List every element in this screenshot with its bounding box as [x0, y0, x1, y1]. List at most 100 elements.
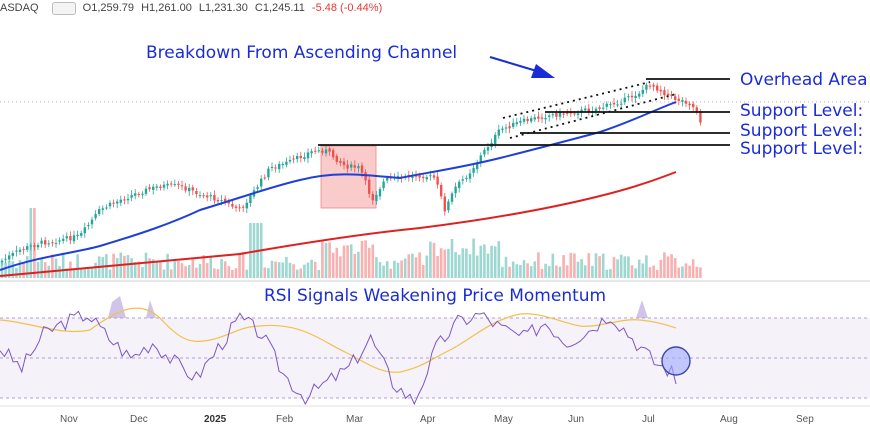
candle-body: [80, 233, 83, 236]
volume-bar: [648, 267, 652, 278]
volume-bar: [108, 269, 112, 278]
volume-bar: [583, 265, 587, 278]
candle-body: [303, 157, 306, 159]
candle-body: [623, 97, 626, 103]
candle-body: [148, 187, 151, 190]
header-toggle-icon[interactable]: [51, 2, 76, 15]
candle-body: [112, 202, 115, 204]
volume-bar: [72, 269, 76, 278]
volume-bar: [378, 262, 382, 278]
candle-body: [396, 176, 400, 178]
candle-body: [684, 100, 688, 104]
volume-bar: [663, 252, 666, 278]
rsi-line: [0, 310, 677, 406]
candle-body: [638, 93, 641, 97]
volume-bar: [619, 254, 623, 278]
candle-body: [360, 165, 364, 173]
volume-bar: [313, 261, 317, 278]
candle-body: [504, 127, 508, 129]
candle-body: [195, 191, 198, 195]
candle-body: [15, 250, 18, 252]
candle-body: [62, 238, 65, 241]
time-axis-label: May: [494, 414, 513, 425]
candle-body: [512, 122, 515, 127]
volume-bar: [609, 269, 612, 278]
volume-bar: [414, 257, 418, 278]
volume-bar: [29, 208, 33, 278]
candle-body: [422, 176, 425, 179]
volume-bar: [162, 269, 166, 278]
candle-body: [278, 163, 281, 170]
volume-bar: [339, 256, 342, 278]
candle-body: [627, 96, 630, 98]
volume-bar: [411, 253, 414, 278]
volume-bar: [274, 261, 277, 278]
volume-bar: [591, 265, 594, 278]
candle-body: [576, 113, 580, 115]
channel-lower-line: [509, 93, 677, 139]
candle-body: [227, 202, 230, 204]
volume-bar: [270, 260, 274, 278]
volume-bar: [292, 264, 295, 278]
volume-bar: [576, 261, 580, 278]
volume-bar: [180, 263, 184, 278]
candle-body: [263, 177, 266, 179]
candle-body: [162, 184, 166, 188]
candle-body: [454, 186, 457, 194]
volume-bar: [54, 258, 58, 278]
volume-bar: [637, 259, 641, 278]
volume-bar: [7, 261, 11, 278]
candle-body: [260, 178, 263, 187]
volume-bar: [299, 268, 303, 278]
candle-body: [33, 245, 36, 247]
time-axis-label: Apr: [420, 414, 436, 425]
candle-body: [663, 90, 666, 96]
open-value: O1,259.79: [82, 2, 135, 15]
volume-bar: [573, 253, 576, 278]
candle-body: [328, 148, 331, 152]
candle-body: [90, 219, 94, 225]
volume-bar: [223, 261, 227, 278]
volume-bar: [137, 261, 141, 278]
volume-bar: [540, 268, 544, 278]
candle-body: [551, 114, 554, 116]
support-level-label-3: Support Level:: [740, 139, 864, 159]
candle-body: [94, 214, 97, 219]
volume-bar: [205, 263, 209, 278]
candle-body: [198, 195, 202, 197]
volume-bar: [22, 261, 25, 278]
volume-bar: [133, 262, 137, 278]
candle-body: [515, 122, 518, 125]
candle-body: [443, 196, 446, 212]
candle-body: [101, 208, 104, 210]
volume-bar: [425, 255, 429, 278]
annotation-arrow-shaft: [489, 56, 541, 73]
volume-bar: [281, 262, 285, 278]
volume-bar: [393, 260, 396, 278]
candle-body: [378, 189, 382, 197]
candle-body: [0, 260, 4, 263]
volume-bar: [58, 266, 61, 278]
candle-body: [299, 155, 302, 159]
volume-bar: [544, 263, 547, 278]
candle-body: [620, 103, 623, 105]
candle-body: [587, 108, 590, 112]
candle-body: [166, 183, 169, 186]
candle-body: [137, 194, 140, 196]
candle-body: [306, 152, 310, 159]
volume-bar: [504, 256, 508, 278]
time-axis-label: Sep: [796, 414, 814, 425]
support-level-label-2: Support Level:: [740, 121, 864, 141]
volume-bar: [691, 259, 695, 278]
candle-body: [447, 201, 450, 211]
volume-bar: [173, 260, 177, 278]
candle-body: [40, 240, 43, 244]
candle-body: [123, 199, 126, 201]
candle-body: [602, 107, 605, 109]
volume-bar: [515, 264, 519, 278]
candle-body: [681, 100, 684, 102]
volume-bar: [169, 269, 173, 278]
candle-body: [569, 112, 572, 114]
volume-bar: [465, 248, 468, 278]
